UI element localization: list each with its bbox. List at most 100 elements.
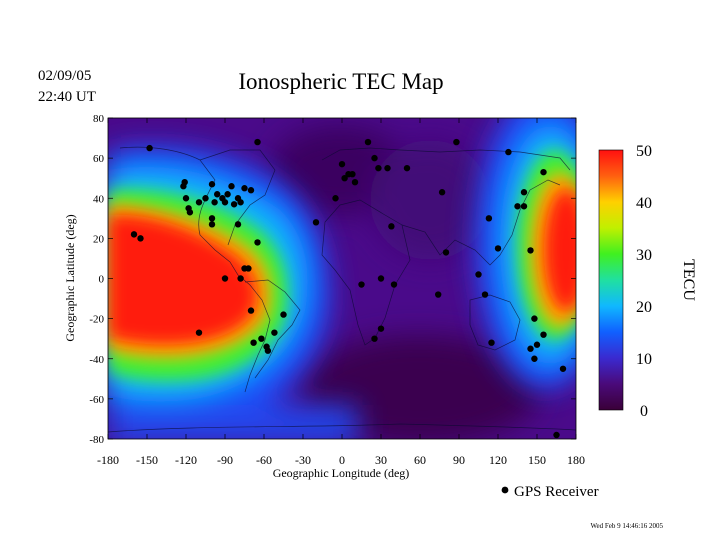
gps-receiver-marker [221,275,229,282]
gps-receiver-marker [371,335,378,342]
colorbar-tick-label: 40 [636,195,652,212]
gps-receiver-marker [375,164,382,172]
gps-receiver-marker [514,203,521,210]
gps-receiver-marker [453,138,460,146]
gps-receiver-marker [351,179,359,186]
x-tick-label: -90 [217,453,233,467]
gps-receiver-marker [146,144,153,152]
gps-receiver-marker [280,311,287,318]
x-tick-label: -120 [175,453,197,467]
gps-receiver-marker [531,315,538,322]
gps-receiver-marker [245,265,252,272]
x-tick-label: -150 [136,453,158,467]
gps-receiver-marker [254,239,261,246]
y-tick-label: 60 [93,153,105,165]
y-axis-label: Geographic Latitude (deg) [63,214,77,341]
gps-receiver-marker [250,339,257,346]
gps-receiver-marker [505,148,512,156]
gps-receiver-marker [224,191,231,198]
gps-receiver-marker [481,291,489,298]
map-time: 22:40 UT [38,89,96,105]
colorbar-tick-label: 30 [636,247,652,264]
x-tick-label: 120 [489,453,507,467]
gps-receiver-marker [137,235,144,242]
colorbar [598,149,624,411]
x-axis: -180 -150 -120 -90 -60 -30 0 30 60 90 120 150 180 [97,118,585,467]
gps-receiver-marker [312,219,320,226]
y-tick-label: -40 [89,354,104,366]
gps-receiver-marker [221,199,229,206]
gps-receiver-marker [247,307,255,314]
colorbar-tick-label: 0 [640,403,648,420]
gps-receiver-marker [494,245,502,252]
x-tick-label: 90 [453,453,465,467]
x-tick-label: -60 [256,453,272,467]
x-tick-label: 150 [528,453,546,467]
y-tick-label: 80 [93,113,105,125]
timestamp-footer: Wed Feb 9 14:46:16 2005 [590,522,663,530]
y-tick-label: 40 [93,193,105,205]
gps-receiver-marker [208,215,216,222]
gps-receiver-marker [228,183,235,190]
gps-receiver-marker [208,221,216,228]
gps-receiver-marker [520,189,528,196]
gps-receiver-marker [208,181,216,188]
x-tick-label: 30 [375,453,387,467]
gps-receiver-marker [527,247,534,254]
x-axis-label: Geographic Longitude (deg) [273,466,410,480]
x-tick-label: -30 [295,453,311,467]
gps-receiver-marker [332,195,339,202]
gps-receivers [130,138,567,439]
colorbar-tick-label: 20 [636,299,652,316]
gps-receiver-marker [182,195,190,202]
gps-receiver-marker [338,160,346,168]
x-tick-label: -180 [97,453,119,467]
chart-title: Ionospheric TEC Map [238,69,443,94]
gps-receiver-marker [195,329,203,336]
gps-receiver-marker [377,325,385,332]
gps-receiver-marker [211,199,218,206]
gps-receiver-marker [384,164,391,172]
gps-receiver-marker [438,189,446,196]
colorbar-tick-label: 10 [636,351,652,368]
gps-receiver-marker [247,187,255,194]
gps-receiver-marker [254,138,261,146]
gps-receiver-marker [540,331,547,338]
gps-receiver-marker [358,281,365,288]
gps-receiver-marker [341,174,348,182]
gps-receiver-marker [533,341,541,348]
gps-receiver-marker [237,275,244,282]
gps-receiver-marker [186,209,194,216]
y-axis: -80 -60 -40 -20 0 20 40 60 80 [89,113,576,446]
y-tick-label: -80 [89,434,104,446]
gps-receiver-marker [202,195,209,202]
y-tick-label: 0 [99,274,105,286]
gps-receiver-marker [371,154,378,162]
gps-receiver-marker [559,365,567,372]
gps-receiver-marker [442,249,450,256]
gps-receiver-marker [214,191,221,198]
gps-receiver-marker [388,223,395,230]
gps-receiver-marker [485,215,493,222]
gps-receiver-marker [520,203,528,210]
gps-receiver-marker [540,168,547,176]
gps-receiver-marker [230,201,238,208]
colorbar-label: TECU [680,259,697,301]
gps-receiver-marker [234,221,242,228]
gps-receiver-marker [531,355,538,362]
gps-receiver-marker [195,199,203,206]
colorbar-tick-label: 50 [636,143,652,160]
gps-receiver-marker [349,170,356,178]
gps-receiver-marker [130,231,138,238]
gps-receiver-marker [553,431,560,439]
colorbar-ticks: 0 10 20 30 40 50 [636,143,652,420]
y-tick-label: 20 [93,233,105,245]
gps-receiver-marker [435,291,442,298]
y-tick-label: -60 [89,394,104,406]
gps-receiver-marker [237,199,244,206]
y-tick-label: -20 [89,314,104,326]
gps-receiver-marker [271,329,278,336]
tec-heatmap [108,118,576,439]
gps-receiver-marker [364,138,372,146]
